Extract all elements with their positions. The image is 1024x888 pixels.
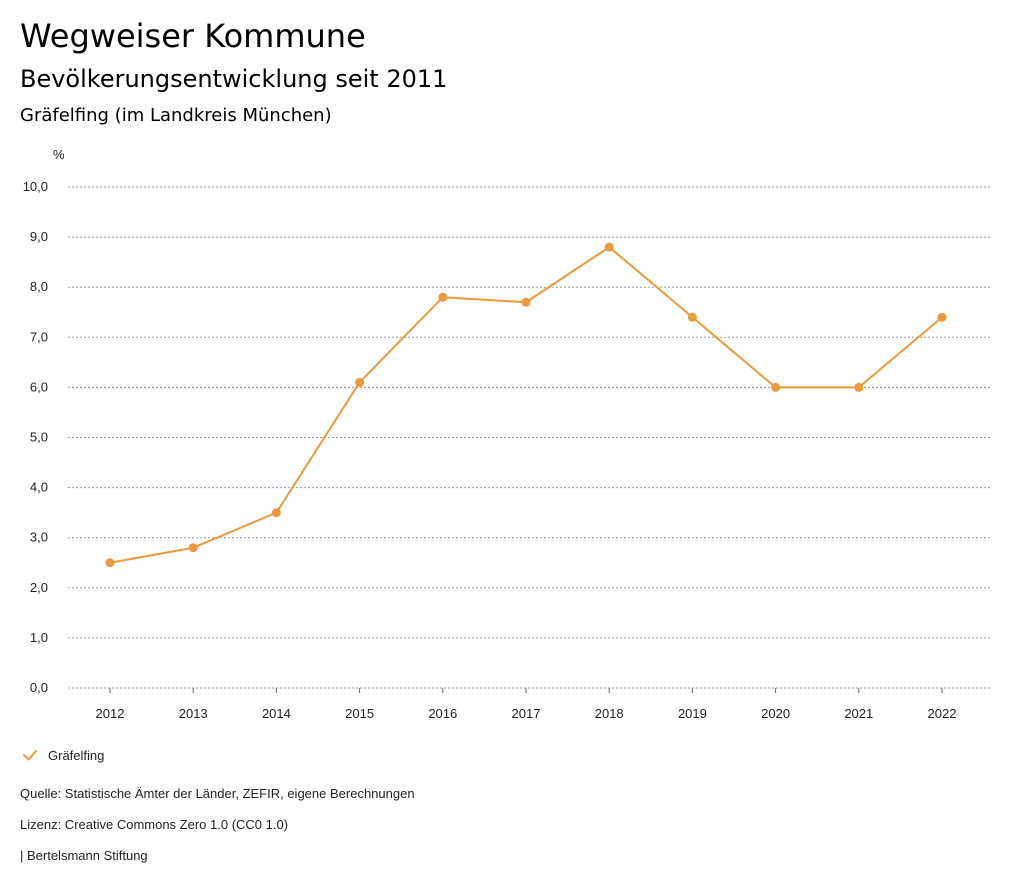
y-tick-label: 1,0 <box>30 630 48 645</box>
data-point <box>687 312 697 322</box>
chart-legend[interactable]: Gräfelfing <box>20 744 104 766</box>
legend-label: Gräfelfing <box>48 747 105 763</box>
x-tick-label: 2017 <box>512 706 541 721</box>
y-tick-label: 8,0 <box>30 279 48 294</box>
grid-layer <box>68 186 990 689</box>
chart-subtitle: Bevölkerungsentwicklung seit 2011 <box>20 65 448 93</box>
data-point <box>188 543 198 553</box>
x-tick-label: 2019 <box>678 706 707 721</box>
x-tick-label: 2018 <box>595 706 624 721</box>
y-tick-label: 5,0 <box>30 430 48 445</box>
x-tick-label: 2020 <box>761 706 790 721</box>
axis-layer <box>109 688 943 693</box>
data-point <box>271 508 281 518</box>
x-tick-label: 2022 <box>928 706 957 721</box>
chart-title: Wegweiser Kommune <box>20 17 366 55</box>
source-note: Quelle: Statistische Ämter der Länder, Z… <box>20 786 415 801</box>
region-label: Gräfelfing (im Landkreis München) <box>20 105 332 126</box>
y-tick-label: 3,0 <box>30 530 48 545</box>
y-tick-label: 4,0 <box>30 480 48 495</box>
label-layer: % 0,0 1,0 2,0 3,0 4,0 5,0 6,0 7,0 8,0 9,0 10,0 2012 2… <box>23 147 957 721</box>
y-tick-label: 9,0 <box>30 229 48 244</box>
x-tick-label: 2021 <box>844 706 873 721</box>
data-point <box>355 377 365 387</box>
license-note: Lizenz: Creative Commons Zero 1.0 (CC0 1… <box>20 817 289 832</box>
data-point <box>105 558 115 568</box>
x-tick-label: 2015 <box>345 706 374 721</box>
y-tick-label: 10,0 <box>23 179 48 194</box>
data-point <box>438 292 448 302</box>
y-tick-label: 0,0 <box>30 680 48 695</box>
x-tick-label: 2013 <box>179 706 208 721</box>
data-point <box>771 382 781 392</box>
publisher-note: | Bertelsmann Stiftung <box>20 848 148 863</box>
data-point <box>937 312 947 322</box>
y-axis-unit-label: % <box>53 147 65 162</box>
x-tick-label: 2016 <box>428 706 457 721</box>
y-tick-label: 6,0 <box>30 379 48 394</box>
legend-check-icon <box>20 745 40 765</box>
x-tick-label: 2014 <box>262 706 291 721</box>
series-line <box>109 246 943 564</box>
y-tick-label: 7,0 <box>30 329 48 344</box>
data-point <box>604 242 614 252</box>
y-tick-label: 2,0 <box>30 580 48 595</box>
data-point <box>854 382 864 392</box>
series-layer <box>105 242 947 568</box>
x-tick-label: 2012 <box>96 706 125 721</box>
data-point <box>521 297 531 307</box>
